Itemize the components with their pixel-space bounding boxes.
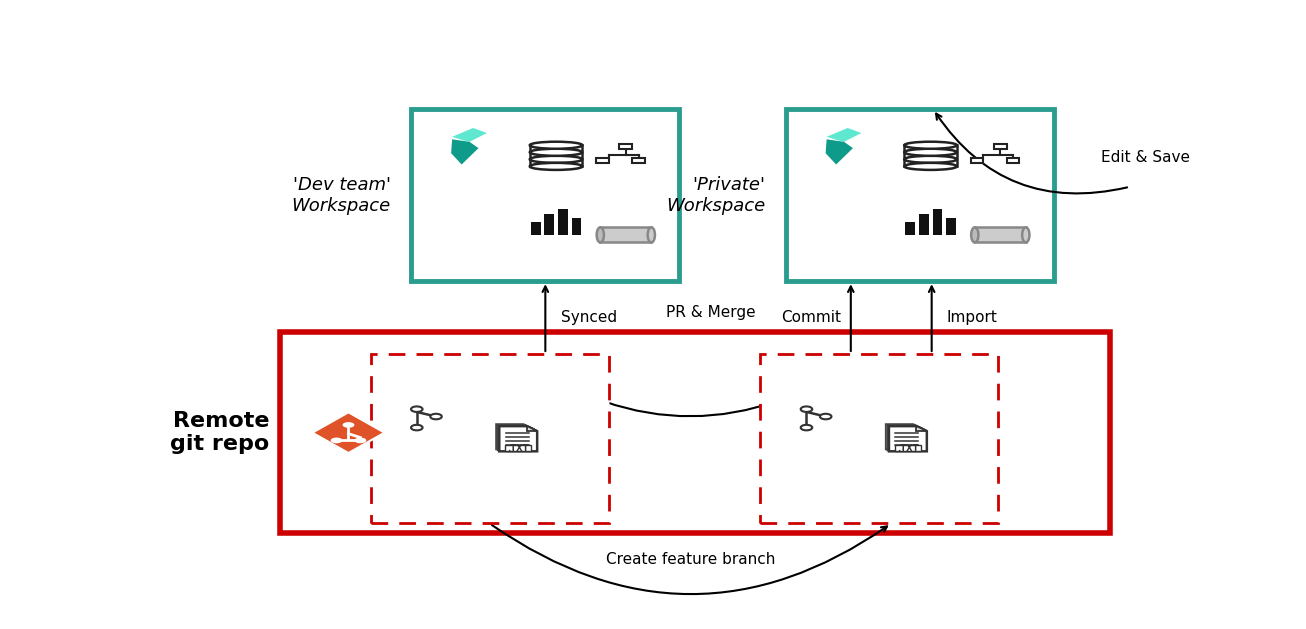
Bar xyxy=(904,145,957,152)
Polygon shape xyxy=(312,413,384,453)
Bar xyxy=(895,445,921,451)
Bar xyxy=(994,144,1007,148)
Bar xyxy=(970,159,983,163)
Circle shape xyxy=(342,422,354,428)
Text: Edit & Save: Edit & Save xyxy=(1101,150,1190,165)
Polygon shape xyxy=(917,426,927,431)
Text: Create feature branch: Create feature branch xyxy=(606,552,776,567)
Circle shape xyxy=(411,406,423,412)
Bar xyxy=(601,227,652,242)
Polygon shape xyxy=(452,128,487,142)
Ellipse shape xyxy=(904,142,957,148)
Circle shape xyxy=(430,414,441,420)
Circle shape xyxy=(801,425,812,430)
Text: .TXT: .TXT xyxy=(897,443,918,452)
Ellipse shape xyxy=(530,142,582,148)
Polygon shape xyxy=(499,426,537,452)
Text: Commit: Commit xyxy=(781,310,841,325)
Polygon shape xyxy=(885,424,923,449)
Circle shape xyxy=(411,425,423,430)
Circle shape xyxy=(820,414,832,420)
Circle shape xyxy=(354,438,366,443)
Ellipse shape xyxy=(648,227,654,242)
Polygon shape xyxy=(889,426,927,452)
Ellipse shape xyxy=(597,227,603,242)
Bar xyxy=(760,354,998,523)
Bar xyxy=(530,152,582,159)
Bar xyxy=(596,159,609,163)
Bar xyxy=(905,222,916,235)
Bar xyxy=(946,218,956,235)
Ellipse shape xyxy=(530,156,582,163)
Bar xyxy=(505,445,532,451)
Polygon shape xyxy=(827,128,862,142)
Bar xyxy=(786,109,1054,281)
Ellipse shape xyxy=(530,163,582,170)
Bar xyxy=(371,354,609,523)
Text: PR & Merge: PR & Merge xyxy=(666,305,755,320)
Bar xyxy=(530,159,582,167)
Bar xyxy=(558,209,568,235)
Bar xyxy=(974,227,1025,242)
Bar xyxy=(411,109,679,281)
Polygon shape xyxy=(526,426,537,431)
Ellipse shape xyxy=(904,163,957,170)
Text: 'Feature'
branch: 'Feature' branch xyxy=(780,470,846,503)
Bar xyxy=(619,144,632,148)
Text: Synced: Synced xyxy=(560,310,616,325)
Bar xyxy=(919,214,929,235)
Ellipse shape xyxy=(530,148,582,156)
Bar xyxy=(530,222,541,235)
Text: .TXT: .TXT xyxy=(508,443,529,452)
Text: 'Private'
Workspace: 'Private' Workspace xyxy=(666,176,765,214)
Ellipse shape xyxy=(1023,227,1029,242)
Bar xyxy=(572,218,581,235)
Bar xyxy=(279,332,1110,533)
Bar xyxy=(545,214,554,235)
Circle shape xyxy=(801,406,812,412)
Ellipse shape xyxy=(904,156,957,163)
Bar xyxy=(632,159,645,163)
Polygon shape xyxy=(825,139,853,165)
Text: 'Dev team'
Workspace: 'Dev team' Workspace xyxy=(291,176,390,214)
Bar xyxy=(904,152,957,159)
Ellipse shape xyxy=(904,148,957,156)
Polygon shape xyxy=(496,424,534,449)
Ellipse shape xyxy=(972,227,978,242)
Text: Remote
git repo: Remote git repo xyxy=(170,411,269,454)
Bar xyxy=(932,209,942,235)
Text: 'Main'
branch: 'Main' branch xyxy=(397,470,449,503)
Bar xyxy=(904,159,957,167)
Polygon shape xyxy=(498,425,535,450)
Polygon shape xyxy=(451,139,478,165)
Text: Import: Import xyxy=(947,310,998,325)
Bar xyxy=(1007,159,1020,163)
Bar xyxy=(530,145,582,152)
Circle shape xyxy=(330,438,342,443)
Polygon shape xyxy=(887,425,925,450)
